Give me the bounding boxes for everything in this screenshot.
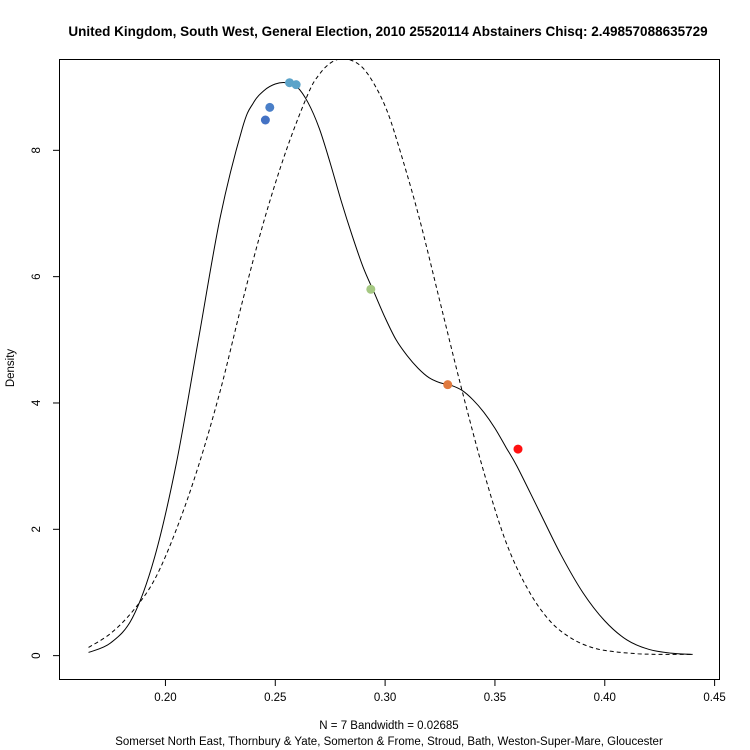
- series-layer: [88, 60, 693, 655]
- plot-frame: [59, 59, 720, 680]
- data-point: [291, 80, 301, 90]
- x-tick-label: 0.25: [264, 692, 286, 704]
- data-point: [366, 284, 376, 294]
- y-tick-label: 2: [31, 526, 43, 532]
- y-tick-label: 4: [31, 399, 43, 406]
- points-layer: [260, 78, 523, 454]
- x-axis: 0.20 0.25 0.30 0.35 0.40 0.45: [154, 679, 726, 704]
- data-point: [443, 380, 453, 390]
- y-axis-label: Density: [5, 349, 17, 388]
- data-point: [513, 444, 523, 454]
- x-axis-label: N = 7 Bandwidth = 0.02685: [319, 720, 458, 732]
- x-tick-label: 0.20: [154, 692, 176, 704]
- x-tick-label: 0.45: [703, 692, 725, 704]
- y-tick-label: 8: [31, 147, 43, 153]
- x-tick-label: 0.30: [374, 692, 396, 704]
- chart-subtitle: Somerset North East, Thornbury & Yate, S…: [115, 736, 663, 748]
- data-point: [260, 115, 270, 125]
- reference-density-line: [88, 60, 693, 655]
- x-tick-label: 0.40: [594, 692, 616, 704]
- chart-title: United Kingdom, South West, General Elec…: [68, 24, 707, 39]
- x-tick-label: 0.35: [484, 692, 506, 704]
- y-axis: 0 2 4 6 8: [31, 147, 60, 659]
- plot-area: [88, 60, 693, 655]
- data-point: [265, 102, 275, 112]
- y-tick-label: 6: [31, 273, 43, 279]
- density-line: [88, 82, 693, 655]
- y-tick-label: 0: [31, 652, 43, 658]
